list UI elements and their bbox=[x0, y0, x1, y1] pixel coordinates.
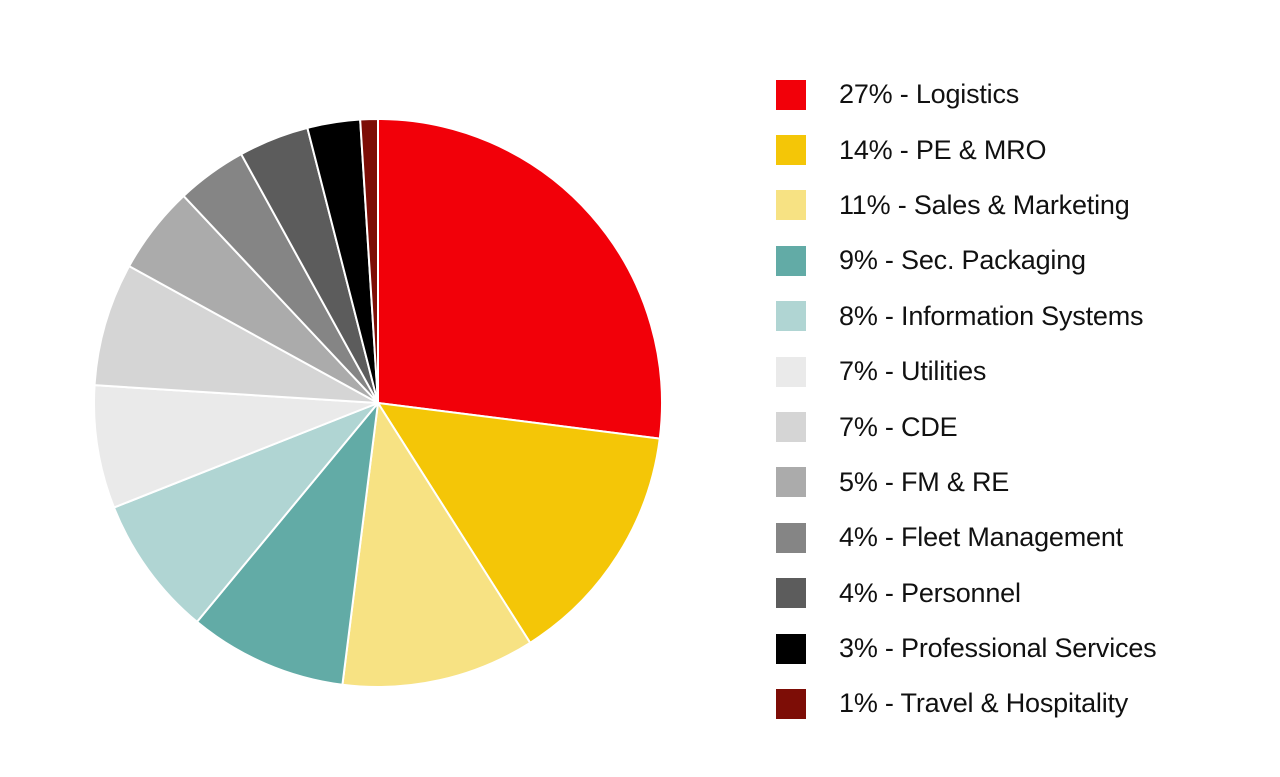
legend-swatch bbox=[776, 688, 806, 719]
pie-slice-3 bbox=[341, 402, 532, 688]
legend-item: 11% - Sales & Marketing bbox=[776, 178, 1156, 233]
pie-slice-4 bbox=[195, 402, 379, 686]
legend-item: 8% - Information Systems bbox=[776, 289, 1156, 344]
legend-swatch bbox=[776, 356, 806, 387]
legend-swatch bbox=[776, 412, 806, 443]
pie-slices bbox=[93, 118, 663, 688]
chart-legend: 27% - Logistics 14% - PE & MRO 11% - Sales… bbox=[776, 67, 1157, 732]
legend-swatch bbox=[776, 633, 806, 664]
pie-chart-plot bbox=[93, 118, 663, 688]
legend-item: 14% - PE & MRO bbox=[776, 122, 1156, 177]
legend-label: 3% - Professional Services bbox=[839, 633, 1157, 664]
legend-swatch bbox=[776, 190, 806, 221]
legend-item: 3% - Professional Services bbox=[776, 621, 1157, 676]
legend-swatch bbox=[776, 135, 806, 166]
legend-label: 4% - Personnel bbox=[839, 577, 1021, 608]
legend-swatch bbox=[776, 522, 806, 553]
legend-swatch bbox=[776, 301, 806, 332]
legend-swatch bbox=[776, 467, 806, 498]
pie-slice-12 bbox=[359, 118, 379, 404]
legend-label: 11% - Sales & Marketing bbox=[839, 189, 1130, 220]
legend-item: 1% - Travel & Hospitality bbox=[776, 676, 1156, 731]
legend-label: 4% - Fleet Management bbox=[839, 522, 1123, 553]
legend-label: 7% - Utilities bbox=[839, 356, 987, 387]
legend-item: 7% - CDE bbox=[776, 399, 1156, 454]
legend-label: 8% - Information Systems bbox=[839, 300, 1144, 331]
pie-slice-6 bbox=[93, 384, 379, 509]
legend-item: 4% - Fleet Management bbox=[776, 510, 1156, 565]
pie-slice-2 bbox=[377, 402, 661, 644]
legend-item: 4% - Personnel bbox=[776, 566, 1156, 621]
legend-swatch bbox=[776, 245, 806, 276]
legend-swatch bbox=[776, 578, 806, 609]
pie-slice-5 bbox=[112, 402, 379, 623]
legend-item: 27% - Logistics bbox=[776, 67, 1156, 122]
legend-item: 7% - Utilities bbox=[776, 344, 1156, 399]
pie-slice-1 bbox=[377, 118, 663, 440]
legend-item: 5% - FM & RE bbox=[776, 455, 1156, 510]
legend-item: 9% - Sec. Packaging bbox=[776, 233, 1156, 288]
pie-slice-7 bbox=[93, 265, 379, 404]
legend-label: 7% - CDE bbox=[839, 411, 958, 442]
legend-label: 1% - Travel & Hospitality bbox=[839, 688, 1129, 719]
legend-swatch bbox=[776, 79, 806, 110]
legend-label: 9% - Sec. Packaging bbox=[839, 245, 1086, 276]
legend-label: 5% - FM & RE bbox=[839, 466, 1010, 497]
legend-label: 27% - Logistics bbox=[839, 79, 1020, 110]
legend-label: 14% - PE & MRO bbox=[839, 134, 1047, 165]
